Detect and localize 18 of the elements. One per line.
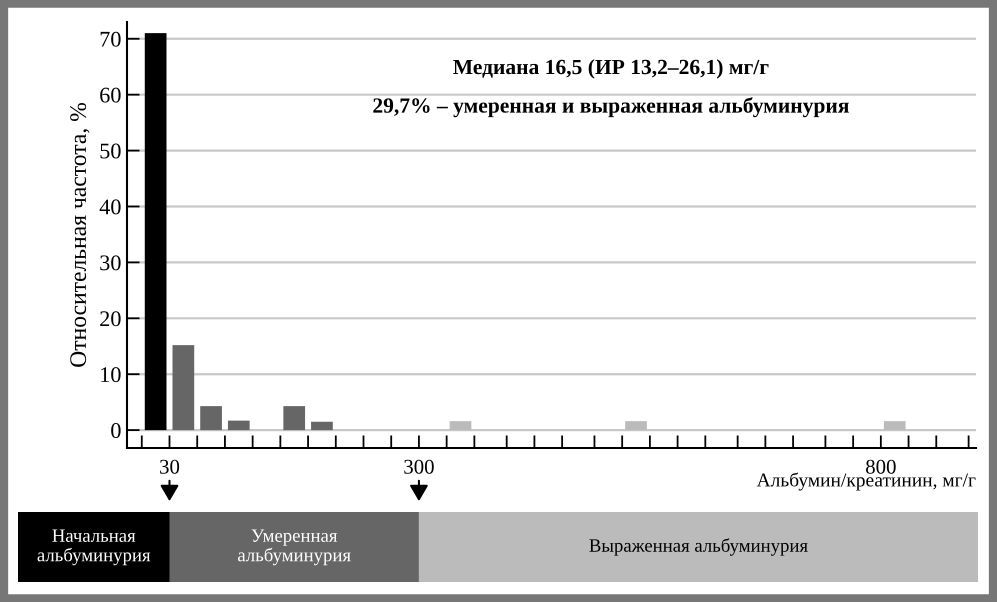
text: Начальная альбуминурия xyxy=(38,529,150,566)
x-axis-title: Альбумин/креатинин, мг/г xyxy=(756,472,976,491)
text: Умеренная альбуминурия xyxy=(238,529,351,566)
y-tick-label: 20 xyxy=(100,311,121,326)
y-axis-title: Относительная частота, % xyxy=(70,103,90,367)
x-tick-label: 800 xyxy=(866,460,896,474)
x-tick-label: 30 xyxy=(160,460,180,474)
y-tick-label: 70 xyxy=(100,32,121,47)
x-tick-label: 300 xyxy=(404,460,434,474)
annotation: 29,7% – умеренная и выраженная альбуминурия xyxy=(373,97,849,118)
y-tick-label: 60 xyxy=(100,88,121,103)
y-tick-label: 30 xyxy=(100,255,121,270)
annotation: Медиана 16,5 (ИР 13,2–26,1) мг/г xyxy=(453,59,768,79)
y-tick-label: 40 xyxy=(100,199,121,214)
text: Выраженная альбуминурия xyxy=(589,538,808,556)
y-tick-label: 0 xyxy=(111,423,121,438)
y-tick-label: 50 xyxy=(100,144,121,159)
y-tick-label: 10 xyxy=(101,367,121,382)
